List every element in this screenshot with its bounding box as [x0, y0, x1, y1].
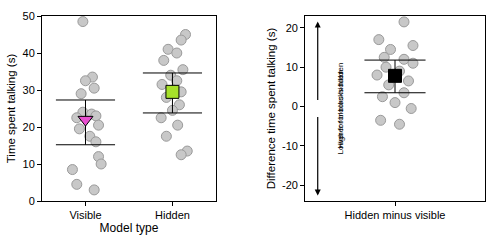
svg-text:Model type: Model type: [100, 221, 159, 235]
svg-text:Hidden minus visible: Hidden minus visible: [345, 209, 446, 221]
svg-text:Time spent talking (s): Time spent talking (s): [5, 54, 17, 164]
svg-text:Visible: Visible: [69, 209, 101, 221]
svg-text:20: 20: [286, 22, 298, 34]
svg-text:0: 0: [29, 195, 35, 207]
svg-text:Higher for blocks hidden: Higher for blocks hidden: [336, 63, 345, 149]
svg-text:Lower for blocks hidden: Lower for blocks hidden: [336, 70, 345, 155]
svg-text:-20: -20: [282, 179, 298, 191]
svg-text:Hidden: Hidden: [155, 209, 190, 221]
svg-text:20: 20: [23, 121, 35, 133]
svg-text:0: 0: [292, 100, 298, 112]
svg-text:Difference time spent talking: Difference time spent talking (s): [265, 28, 277, 190]
svg-text:30: 30: [23, 84, 35, 96]
svg-text:50: 50: [23, 10, 35, 22]
svg-text:10: 10: [23, 158, 35, 170]
svg-text:40: 40: [23, 47, 35, 59]
svg-text:-10: -10: [282, 140, 298, 152]
svg-text:10: 10: [286, 61, 298, 73]
